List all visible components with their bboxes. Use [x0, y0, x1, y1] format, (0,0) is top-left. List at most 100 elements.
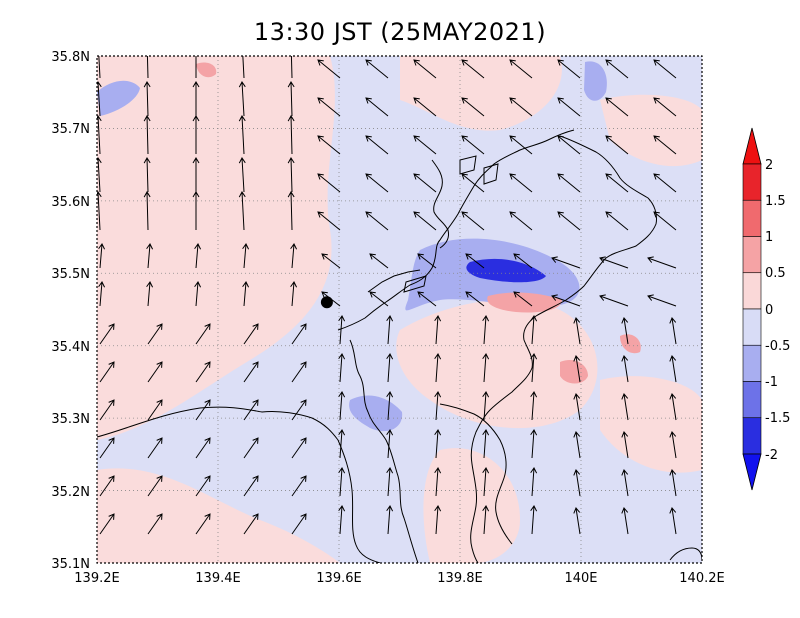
- contour-patch: [97, 80, 140, 116]
- wind-arrow: [243, 399, 259, 421]
- wind-arrow: [551, 294, 581, 307]
- colorbar-swatch: [742, 272, 762, 310]
- wind-arrow: [461, 97, 485, 117]
- y-tick-label: 35.5N: [51, 267, 90, 282]
- wind-arrow: [99, 323, 115, 345]
- wind-arrow: [238, 81, 246, 117]
- location-marker: [320, 296, 333, 309]
- wind-arrow: [417, 291, 437, 307]
- wind-arrow: [482, 467, 490, 497]
- wind-arrow: [317, 211, 341, 231]
- wind-arrow: [573, 317, 581, 345]
- wind-arrow: [417, 253, 437, 269]
- wind-arrow: [530, 505, 538, 535]
- wind-arrow: [291, 513, 307, 535]
- wind-arrow: [621, 431, 629, 459]
- wind-arrow: [238, 157, 246, 193]
- wind-arrow: [653, 59, 677, 79]
- wind-arrow: [99, 475, 115, 497]
- wind-arrow: [434, 505, 442, 535]
- wind-arrow: [509, 59, 533, 79]
- wind-arrow: [147, 513, 163, 535]
- colorbar-swatch: [742, 199, 762, 237]
- wind-arrow: [243, 513, 259, 535]
- wind-vectors: [97, 56, 677, 535]
- wind-arrow: [621, 469, 629, 497]
- wind-arrow: [482, 353, 490, 383]
- wind-arrow: [290, 243, 298, 269]
- wind-arrow: [365, 135, 389, 155]
- wind-arrow: [98, 281, 106, 307]
- colorbar-label: 2: [765, 158, 773, 173]
- colorbar-label: 0.5: [765, 266, 786, 281]
- wind-arrow: [99, 513, 115, 535]
- wind-arrow: [97, 81, 102, 117]
- contour-patch: [196, 62, 217, 78]
- wind-arrow: [243, 361, 259, 383]
- wind-arrow: [557, 135, 581, 155]
- wind-arrow: [653, 211, 677, 231]
- colorbar-label: 1: [765, 230, 773, 245]
- wind-arrow: [647, 256, 677, 269]
- wind-arrow: [195, 475, 211, 497]
- wind-arrow: [97, 115, 102, 155]
- wind-arrow: [99, 361, 115, 383]
- contour-patch: [423, 448, 520, 563]
- wind-arrow: [317, 135, 341, 155]
- wind-arrow: [513, 253, 533, 269]
- contour-patch: [600, 94, 702, 167]
- wind-arrow: [147, 361, 163, 383]
- wind-arrow: [147, 323, 163, 345]
- wind-arrow: [605, 211, 629, 231]
- wind-arrow: [369, 253, 389, 269]
- wind-arrow: [287, 157, 295, 193]
- wind-arrow: [194, 281, 202, 307]
- colorbar-swatch: [742, 344, 762, 382]
- wind-arrow: [551, 256, 581, 269]
- wind-arrow: [669, 431, 677, 459]
- wind-arrow: [599, 256, 629, 269]
- wind-arrow: [338, 505, 346, 535]
- wind-arrow: [338, 353, 346, 383]
- wind-arrow: [653, 173, 677, 193]
- contour-patch: [620, 334, 641, 354]
- x-tick-label: 139.8E: [437, 571, 482, 586]
- contour-patch: [400, 56, 562, 131]
- contour-patch: [396, 299, 598, 429]
- y-tick-label: 35.1N: [51, 557, 90, 572]
- wind-arrow: [365, 97, 389, 117]
- wind-arrow: [147, 475, 163, 497]
- wind-arrow: [386, 429, 394, 459]
- colorbar-label: -0.5: [765, 339, 790, 354]
- wind-arrow: [287, 81, 295, 117]
- colorbar-label: -1: [765, 375, 778, 390]
- wind-arrow: [290, 56, 293, 79]
- wind-arrow: [291, 399, 307, 421]
- contour-patch: [97, 56, 335, 440]
- wind-arrow: [99, 437, 115, 459]
- wind-arrow: [557, 211, 581, 231]
- wind-arrow: [573, 393, 581, 421]
- colorbar-label: 1.5: [765, 194, 786, 209]
- wind-arrow: [99, 399, 115, 421]
- contour-patch: [600, 376, 702, 473]
- wind-arrow: [290, 281, 298, 307]
- x-tick-label: 140E: [564, 571, 597, 586]
- wind-arrow: [147, 437, 163, 459]
- wind-arrow: [386, 315, 394, 345]
- wind-arrow: [195, 399, 211, 421]
- wind-arrow: [386, 505, 394, 535]
- colorbar-swatch: [742, 236, 762, 274]
- wind-arrow: [146, 56, 149, 79]
- colorbar-label: -1.5: [765, 411, 790, 426]
- wind-arrow: [573, 431, 581, 459]
- wind-arrow: [98, 56, 101, 79]
- wind-arrow: [573, 469, 581, 497]
- contour-patch: [97, 468, 340, 563]
- wind-arrow: [461, 173, 485, 193]
- wind-arrow: [242, 243, 250, 269]
- wind-arrow: [338, 467, 346, 497]
- wind-arrow: [291, 437, 307, 459]
- wind-arrow: [386, 353, 394, 383]
- wind-arrow: [143, 81, 151, 117]
